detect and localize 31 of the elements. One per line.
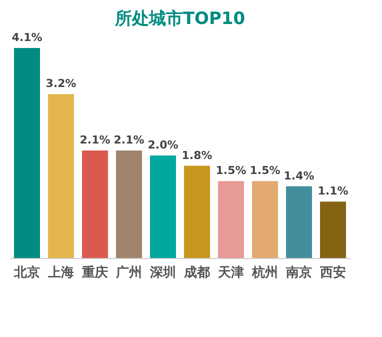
data-label: 2.1%	[80, 133, 110, 146]
bar	[252, 181, 278, 258]
data-label: 2.1%	[114, 133, 144, 146]
x-tick-label: 北京	[13, 264, 40, 280]
bar	[48, 94, 74, 258]
data-label: 4.1%	[12, 31, 42, 44]
data-label: 3.2%	[46, 77, 76, 90]
x-tick-label: 成都	[183, 266, 210, 280]
bar	[218, 181, 244, 258]
x-tick-label: 广州	[115, 264, 142, 280]
data-label: 1.1%	[318, 184, 348, 198]
bar	[82, 150, 108, 258]
data-label: 1.8%	[182, 148, 212, 162]
bar	[116, 150, 142, 258]
x-tick-label: 深圳	[149, 266, 176, 280]
x-tick-label: 西安	[319, 264, 346, 280]
data-label: 1.5%	[250, 164, 280, 178]
x-tick-label: 天津	[217, 266, 244, 280]
x-tick-label: 重庆	[81, 264, 108, 280]
data-label: 2.0%	[148, 138, 178, 152]
x-tick-label: 杭州	[251, 264, 278, 280]
x-tick-label: 南京	[285, 264, 312, 280]
x-tick-label: 上海	[47, 266, 74, 280]
bar	[184, 166, 210, 258]
data-label: 1.4%	[284, 169, 314, 182]
bar	[286, 186, 312, 258]
chart-title: 所处城市TOP10	[114, 9, 246, 29]
bar	[14, 48, 40, 258]
data-label: 1.5%	[216, 164, 246, 178]
bar	[320, 202, 346, 258]
bar	[150, 156, 176, 258]
